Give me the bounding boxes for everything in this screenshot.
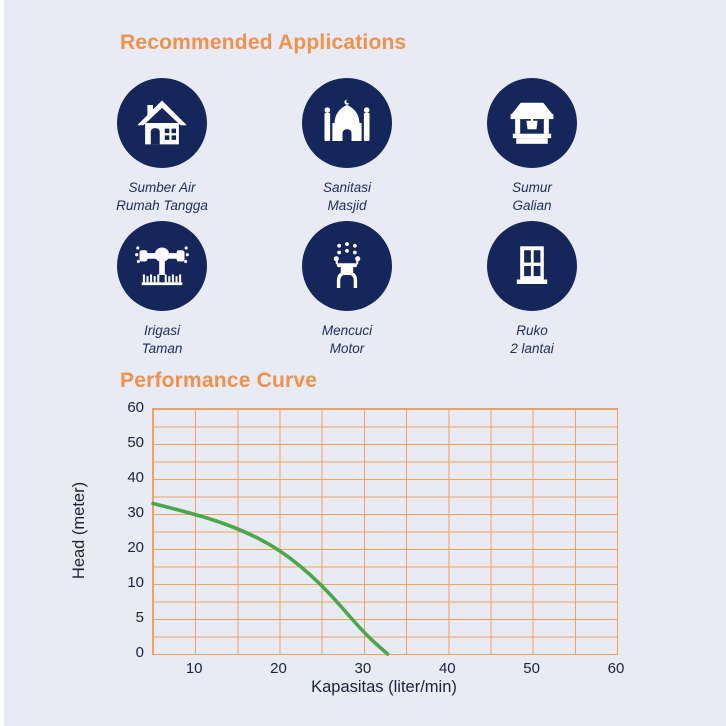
y-axis-tick: 5	[135, 609, 144, 626]
x-axis-tick: 50	[523, 660, 540, 677]
app-label: Sanitasi Masjid	[322, 180, 372, 213]
app-label: Ruko 2 lantai	[510, 323, 554, 356]
app-label: Irigasi Taman	[141, 323, 183, 356]
y-axis-tick: 0	[135, 644, 144, 661]
performance-chart-grid	[151, 408, 618, 656]
well-icon	[487, 78, 577, 168]
x-axis-tick: 10	[185, 660, 203, 677]
pump-curve	[151, 501, 390, 656]
x-axis-tick: 40	[438, 660, 456, 677]
y-axis-tick: 10	[127, 574, 144, 591]
app-item-garden-irrigation: Irigasi Taman	[77, 221, 247, 357]
pump-curve-layer	[151, 501, 390, 656]
y-axis-tick: 40	[127, 469, 144, 486]
app-label: Sumber Air Rumah Tangga	[116, 180, 208, 213]
performance-section-title: Performance Curve	[120, 369, 318, 392]
app-label: Mencuci Motor	[321, 323, 373, 356]
applications-section-title: Recommended Applications	[120, 31, 407, 54]
y-axis-tick: 20	[127, 539, 144, 556]
y-axis-tick: 30	[127, 504, 144, 521]
mosque-icon	[302, 78, 392, 168]
app-item-household-water: Sumber Air Rumah Tangga	[77, 78, 247, 214]
x-axis-tick: 60	[607, 660, 625, 677]
app-item-motorbike-washing: Mencuci Motor	[262, 221, 432, 357]
app-item-mosque-sanitation: Sanitasi Masjid	[262, 78, 432, 214]
house-icon	[117, 78, 207, 168]
scooter-icon	[302, 221, 392, 311]
window-icon	[487, 221, 577, 311]
app-label: Sumur Galian	[512, 180, 552, 213]
content-panel: Recommended Applications Sumber Air Ruma…	[4, 0, 726, 726]
x-axis-tick: 20	[270, 660, 287, 677]
y-axis-ticks: 60 50 40 30 20 10 5 0	[94, 399, 144, 661]
sprinkler-icon	[117, 221, 207, 311]
y-axis-title: Head (meter)	[70, 481, 89, 580]
x-axis-tick: 30	[354, 660, 372, 677]
x-axis-ticks: 10 20 30 40 50 60	[152, 660, 625, 680]
y-axis-tick: 50	[127, 434, 144, 451]
app-item-two-storey-shophouse: Ruko 2 lantai	[447, 221, 617, 357]
x-axis-title: Kapasitas (liter/min)	[311, 678, 457, 696]
y-axis-tick: 60	[127, 399, 144, 416]
app-item-dug-well: Sumur Galian	[447, 78, 617, 214]
